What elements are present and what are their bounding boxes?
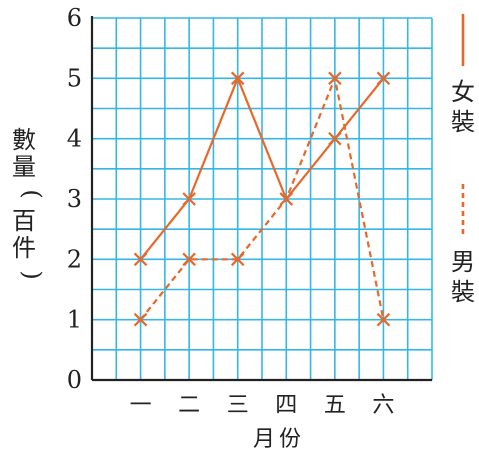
y-tick-label: 3 xyxy=(67,185,82,213)
y-axis-title-char: ( xyxy=(18,189,46,198)
data-point-marker xyxy=(230,252,245,267)
data-point-marker xyxy=(182,192,196,206)
y-tick-label: 0 xyxy=(67,366,82,394)
y-tick-label: 4 xyxy=(67,125,82,153)
x-tick-label: 一 xyxy=(130,393,152,418)
legend-label-char: 男 xyxy=(451,248,475,276)
y-axis-title-char: 數 xyxy=(12,126,36,154)
data-point-marker xyxy=(376,71,391,86)
x-tick-label: 五 xyxy=(324,393,346,418)
axis-layer xyxy=(90,16,432,382)
legend-label-char: 裝 xyxy=(451,108,475,136)
x-tick-label: 四 xyxy=(275,393,297,418)
x-axis-title: 月份 xyxy=(253,427,305,452)
data-point-marker xyxy=(133,252,148,267)
data-point-marker xyxy=(279,192,294,206)
series-line-2 xyxy=(139,74,385,321)
legend-label-char: 女 xyxy=(451,78,475,106)
y-axis-title-char: 百 xyxy=(12,207,36,235)
x-tick-label: 二 xyxy=(178,393,200,418)
series-layer xyxy=(133,71,391,327)
data-point-marker xyxy=(230,71,245,86)
y-axis-title-char: ) xyxy=(18,270,46,279)
x-tick-label: 三 xyxy=(227,393,249,418)
y-tick-label: 5 xyxy=(67,64,82,92)
grid-layer xyxy=(92,17,433,380)
data-point-marker xyxy=(182,252,196,267)
data-point-marker xyxy=(133,312,148,327)
series-line-1 xyxy=(139,75,385,261)
data-point-marker xyxy=(328,131,342,146)
x-tick-label: 六 xyxy=(372,393,394,418)
y-axis-title-char: 量 xyxy=(12,153,36,181)
y-tick-label: 1 xyxy=(67,306,82,334)
label-layer: 0 1 2 3 4 5 6 一 二 三 四 五 六月份 數量 ( 百件) xyxy=(12,4,394,452)
data-point-marker xyxy=(328,71,342,86)
y-tick-label: 2 xyxy=(67,245,82,273)
legend-label-char: 裝 xyxy=(451,278,475,306)
y-axis-title-char: 件 xyxy=(12,234,36,262)
y-tick-label: 6 xyxy=(67,4,82,32)
data-point-marker xyxy=(376,312,391,327)
